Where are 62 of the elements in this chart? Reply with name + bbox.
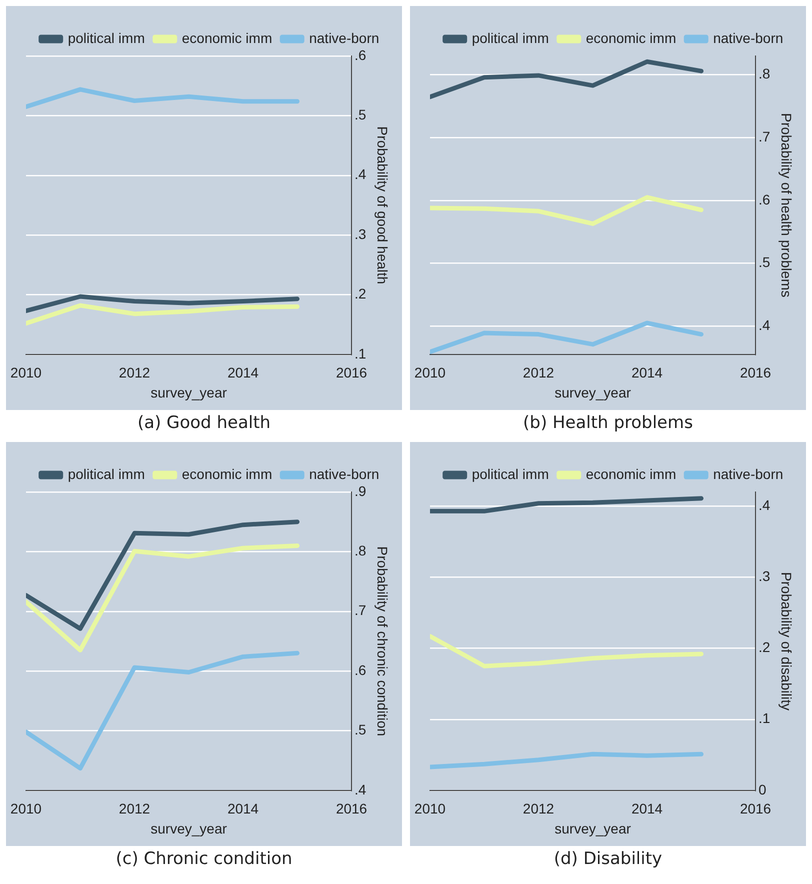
x-axis-title: survey_year — [554, 384, 632, 400]
legend-label: economic imm — [586, 30, 676, 46]
y-tick-label: .4 — [758, 316, 770, 333]
x-tick-label: 2016 — [336, 800, 368, 817]
x-tick-label: 2012 — [118, 364, 150, 381]
legend-label: economic imm — [586, 466, 676, 482]
x-tick-label: 2012 — [118, 800, 150, 817]
legend-label: native-born — [713, 30, 784, 46]
y-tick-label: .7 — [354, 602, 366, 618]
legend-label: political imm — [68, 466, 145, 482]
legend-label: native-born — [713, 466, 784, 482]
y-tick-label: .5 — [354, 106, 366, 123]
x-tick-label: 2010 — [10, 800, 42, 817]
y-tick-label: .7 — [758, 128, 770, 145]
text: (b) Health problems — [523, 412, 693, 435]
y-tick-label: .8 — [354, 542, 366, 559]
legend-label: political imm — [472, 30, 549, 46]
y-tick-label: .1 — [354, 345, 366, 362]
y-axis-title: Probability of chronic condition — [374, 546, 391, 736]
legend-label: native-born — [309, 30, 380, 46]
x-tick-label: 2016 — [740, 800, 772, 817]
y-tick-label: .3 — [354, 226, 366, 242]
x-tick-label: 2016 — [336, 364, 368, 381]
x-tick-label: 2010 — [414, 800, 446, 817]
y-tick-label: .5 — [354, 722, 366, 738]
y-tick-label: .3 — [758, 568, 770, 584]
x-tick-label: 2014 — [227, 800, 259, 817]
legend-label: economic imm — [182, 466, 272, 482]
x-tick-label: 2010 — [414, 364, 446, 381]
x-tick-label: 2016 — [740, 364, 772, 381]
y-tick-label: .4 — [758, 497, 770, 514]
y-tick-label: .6 — [758, 191, 770, 208]
y-axis-title: Probability of health problems — [778, 112, 795, 298]
y-tick-label: .5 — [758, 254, 770, 270]
y-tick-label: .8 — [758, 66, 770, 82]
y-tick-label: .4 — [354, 781, 366, 798]
x-axis-title: survey_year — [150, 384, 228, 400]
x-tick-label: 2014 — [631, 364, 663, 381]
x-axis-title: survey_year — [554, 820, 632, 836]
legend-label: native-born — [309, 466, 380, 482]
y-axis-title: Probability of good health — [374, 126, 391, 284]
text: (a) Good health — [137, 412, 271, 435]
x-axis-title: survey_year — [150, 820, 228, 836]
y-tick-label: .6 — [354, 46, 366, 63]
legend-label: political imm — [68, 30, 145, 46]
x-tick-label: 2014 — [631, 800, 663, 817]
legend-label: political imm — [472, 466, 549, 482]
y-tick-label: 0 — [758, 781, 767, 798]
text: (d) Disability — [554, 848, 662, 871]
y-tick-label: .2 — [758, 639, 770, 656]
y-tick-label: .2 — [354, 286, 366, 302]
y-tick-label: .6 — [354, 662, 366, 678]
legend-label: economic imm — [182, 30, 272, 46]
y-tick-label: .4 — [354, 166, 366, 182]
y-tick-label: .1 — [758, 710, 770, 726]
x-tick-label: 2012 — [522, 364, 554, 381]
y-axis-title: Probability of disability — [778, 572, 795, 710]
x-tick-label: 2010 — [10, 364, 42, 381]
y-tick-label: .9 — [354, 482, 366, 499]
x-tick-label: 2014 — [227, 364, 259, 381]
text: (c) Chronic condition — [116, 848, 292, 871]
x-tick-label: 2012 — [522, 800, 554, 817]
